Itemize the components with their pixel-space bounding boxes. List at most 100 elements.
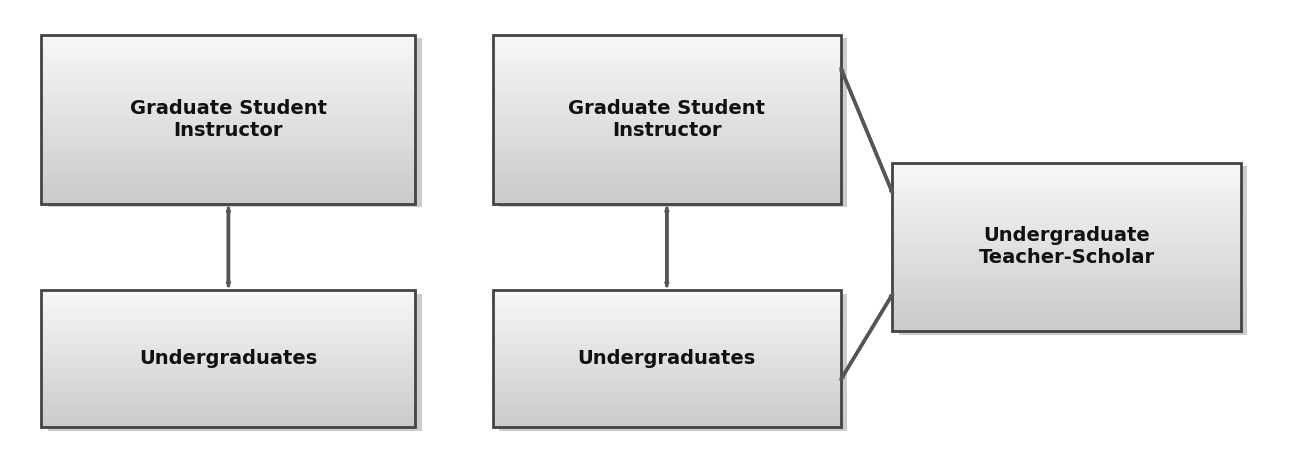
- Bar: [892, 260, 1241, 264]
- Bar: [892, 327, 1241, 331]
- FancyBboxPatch shape: [899, 166, 1247, 335]
- Bar: [892, 234, 1241, 238]
- FancyBboxPatch shape: [48, 294, 422, 431]
- Bar: [493, 376, 840, 379]
- Bar: [41, 119, 416, 123]
- Bar: [41, 98, 416, 102]
- Bar: [493, 314, 840, 318]
- FancyBboxPatch shape: [499, 38, 847, 207]
- Bar: [41, 294, 416, 297]
- Bar: [892, 272, 1241, 277]
- Bar: [892, 251, 1241, 255]
- Bar: [892, 163, 1241, 167]
- FancyBboxPatch shape: [499, 294, 847, 431]
- Bar: [493, 94, 840, 98]
- Bar: [493, 90, 840, 94]
- Bar: [892, 323, 1241, 327]
- Bar: [493, 345, 840, 348]
- Bar: [892, 230, 1241, 234]
- Bar: [493, 321, 840, 325]
- Bar: [892, 315, 1241, 319]
- Bar: [892, 188, 1241, 192]
- Bar: [41, 369, 416, 372]
- Bar: [892, 179, 1241, 183]
- Bar: [493, 182, 840, 187]
- Bar: [493, 383, 840, 386]
- Bar: [41, 304, 416, 307]
- Bar: [41, 85, 416, 90]
- Bar: [493, 174, 840, 178]
- Bar: [41, 389, 416, 393]
- Bar: [41, 200, 416, 204]
- Bar: [41, 410, 416, 413]
- Bar: [493, 68, 840, 73]
- Bar: [41, 111, 416, 115]
- Bar: [493, 140, 840, 145]
- Bar: [493, 407, 840, 410]
- Bar: [493, 195, 840, 200]
- Bar: [41, 94, 416, 98]
- Bar: [493, 178, 840, 182]
- Bar: [41, 187, 416, 191]
- Bar: [892, 243, 1241, 247]
- Bar: [41, 35, 416, 39]
- Bar: [41, 68, 416, 73]
- Bar: [41, 424, 416, 427]
- Text: Graduate Student
Instructor: Graduate Student Instructor: [130, 99, 326, 140]
- Bar: [493, 153, 840, 157]
- Bar: [493, 35, 840, 39]
- Bar: [493, 48, 840, 52]
- Bar: [41, 318, 416, 321]
- Bar: [493, 369, 840, 372]
- Bar: [493, 73, 840, 77]
- Bar: [41, 331, 416, 335]
- Bar: [41, 90, 416, 94]
- Bar: [41, 307, 416, 311]
- Bar: [41, 355, 416, 359]
- Bar: [493, 342, 840, 345]
- Bar: [41, 39, 416, 43]
- Bar: [41, 157, 416, 161]
- Bar: [493, 389, 840, 393]
- Bar: [493, 386, 840, 389]
- Bar: [892, 192, 1241, 196]
- Bar: [41, 56, 416, 60]
- Bar: [493, 77, 840, 81]
- Bar: [41, 43, 416, 48]
- Bar: [493, 311, 840, 314]
- Bar: [41, 132, 416, 136]
- Bar: [892, 285, 1241, 289]
- Bar: [493, 123, 840, 128]
- Bar: [493, 128, 840, 132]
- Bar: [493, 294, 840, 297]
- Bar: [41, 407, 416, 410]
- Bar: [493, 200, 840, 204]
- Bar: [493, 359, 840, 362]
- Bar: [493, 290, 840, 294]
- Bar: [493, 170, 840, 174]
- Bar: [493, 338, 840, 342]
- Bar: [41, 352, 416, 355]
- Bar: [41, 420, 416, 424]
- Bar: [493, 43, 840, 48]
- Bar: [493, 410, 840, 413]
- Bar: [493, 187, 840, 191]
- Bar: [493, 301, 840, 304]
- Bar: [892, 247, 1241, 251]
- Bar: [493, 119, 840, 123]
- Bar: [493, 64, 840, 68]
- Bar: [41, 149, 416, 153]
- Bar: [41, 81, 416, 85]
- Bar: [493, 328, 840, 331]
- Bar: [41, 182, 416, 187]
- Bar: [493, 413, 840, 417]
- Bar: [892, 196, 1241, 201]
- Bar: [892, 171, 1241, 175]
- Bar: [493, 348, 840, 352]
- Bar: [41, 383, 416, 386]
- Bar: [41, 393, 416, 396]
- Bar: [41, 107, 416, 111]
- Bar: [493, 325, 840, 328]
- Bar: [493, 307, 840, 311]
- Bar: [41, 362, 416, 365]
